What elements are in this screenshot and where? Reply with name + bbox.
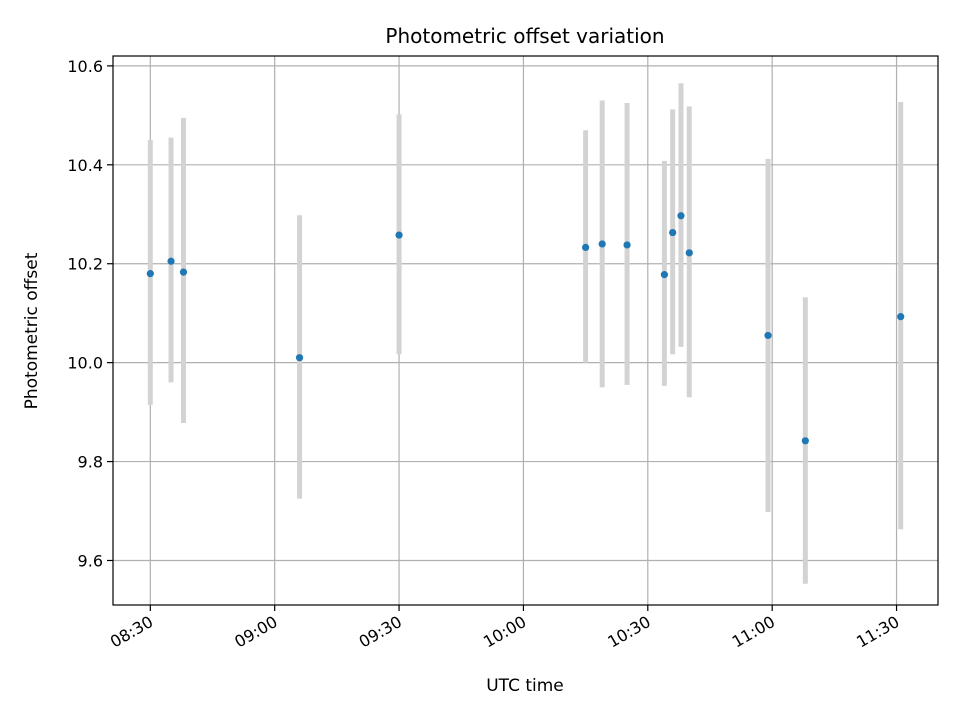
y-tick-label: 10.0 bbox=[67, 354, 103, 373]
error-bars bbox=[147, 83, 904, 584]
data-point bbox=[660, 271, 668, 279]
y-tick-label: 10.6 bbox=[67, 57, 103, 76]
data-point bbox=[395, 231, 403, 239]
data-point bbox=[669, 228, 677, 237]
y-axis-ticks: 9.6 9.8 10.0 10.2 10.4 10.6 bbox=[67, 57, 113, 570]
x-tick-label: 09:30 bbox=[356, 612, 405, 652]
x-tick-label: 10:30 bbox=[604, 612, 653, 652]
data-point bbox=[582, 243, 590, 252]
data-point bbox=[295, 354, 304, 362]
data-point bbox=[897, 313, 905, 321]
y-tick-label: 9.8 bbox=[78, 453, 103, 472]
data-point bbox=[764, 331, 772, 340]
y-tick-label: 9.6 bbox=[78, 551, 103, 570]
data-point bbox=[598, 240, 606, 248]
x-tick-label: 11:00 bbox=[729, 612, 778, 652]
x-tick-label: 10:00 bbox=[480, 612, 529, 652]
x-tick-label: 09:00 bbox=[231, 612, 280, 652]
chart-title: Photometric offset variation bbox=[385, 24, 664, 48]
data-point bbox=[677, 212, 685, 220]
data-point bbox=[801, 437, 809, 445]
x-axis-label: UTC time bbox=[486, 676, 564, 696]
y-tick-label: 10.2 bbox=[67, 255, 103, 274]
plot-frame bbox=[112, 55, 939, 606]
x-tick-label: 08:30 bbox=[107, 612, 156, 652]
data-point bbox=[167, 257, 175, 265]
y-tick-label: 10.4 bbox=[67, 156, 103, 175]
data-point bbox=[685, 249, 693, 257]
x-tick-label: 11:30 bbox=[853, 612, 902, 652]
data-point bbox=[179, 268, 188, 276]
grid-lines bbox=[113, 56, 938, 605]
y-axis-label: Photometric offset bbox=[22, 252, 42, 409]
data-point bbox=[146, 270, 154, 278]
data-point bbox=[623, 241, 631, 249]
x-axis-ticks: 08:30 09:00 09:30 10:00 10:30 11:00 11:30 bbox=[107, 605, 903, 652]
data-points bbox=[146, 212, 905, 445]
